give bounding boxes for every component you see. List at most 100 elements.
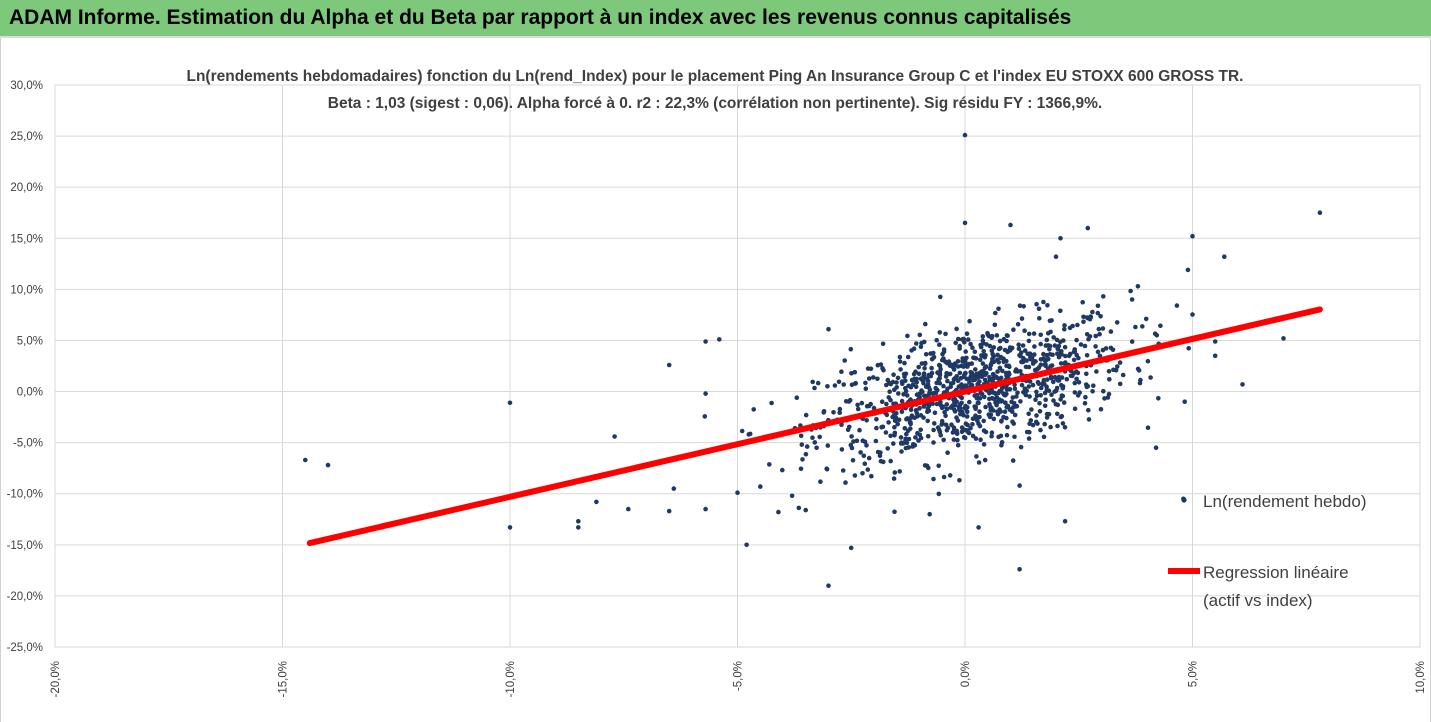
scatter-point <box>904 416 909 422</box>
scatter-point <box>1029 355 1035 361</box>
legend-scatter-label: Ln(rendement hebdo) <box>1203 492 1367 511</box>
scatter-point <box>911 371 917 377</box>
scatter-point <box>871 375 876 380</box>
scatter-point <box>929 370 935 376</box>
scatter-point <box>903 388 909 394</box>
scatter-point <box>1084 332 1090 337</box>
scatter-point <box>941 437 946 443</box>
scatter-point <box>886 420 891 425</box>
scatter-point <box>1000 368 1005 374</box>
data-points <box>303 132 1323 588</box>
scatter-point <box>1154 333 1160 338</box>
scatter-point <box>979 369 984 374</box>
scatter-point <box>891 412 897 418</box>
scatter-point <box>886 395 892 400</box>
scatter-point <box>991 416 997 422</box>
scatter-point <box>1042 357 1047 363</box>
scatter-point <box>976 525 981 530</box>
scatter-point <box>980 353 986 359</box>
scatter-point <box>1101 294 1106 299</box>
scatter-point <box>892 470 898 475</box>
scatter-point <box>594 499 599 505</box>
scatter-point <box>848 346 854 352</box>
scatter-point <box>849 371 854 376</box>
scatter-point <box>1085 225 1091 231</box>
scatter-point <box>967 318 972 324</box>
scatter-point <box>1041 299 1046 305</box>
scatter-point <box>964 331 970 337</box>
scatter-point <box>1048 424 1053 430</box>
scatter-point <box>931 350 936 356</box>
scatter-point <box>1001 391 1006 397</box>
scatter-point <box>922 463 928 468</box>
scatter-point <box>1051 379 1056 385</box>
scatter-point <box>949 422 954 428</box>
scatter-point <box>1076 355 1081 361</box>
scatter-point <box>969 361 975 366</box>
scatter-point <box>860 438 866 444</box>
scatter-point <box>977 409 982 414</box>
scatter-point <box>937 429 943 435</box>
scatter-point <box>1158 323 1163 329</box>
scatter-point <box>1044 377 1050 382</box>
scatter-point <box>891 441 896 446</box>
scatter-point <box>917 391 922 397</box>
scatter-point <box>971 355 976 361</box>
scatter-point <box>959 429 965 435</box>
scatter-point <box>1026 331 1032 337</box>
scatter-point <box>905 354 911 360</box>
scatter-point <box>1190 312 1195 317</box>
scatter-point <box>1031 331 1037 336</box>
scatter-point <box>1001 336 1007 342</box>
scatter-point <box>1055 423 1060 429</box>
scatter-point <box>825 384 830 389</box>
scatter-point <box>987 414 993 420</box>
scatter-point <box>953 340 958 346</box>
scatter-point <box>1024 358 1029 363</box>
scatter-point <box>954 415 959 420</box>
scatter-point <box>1140 324 1145 329</box>
scatter-point <box>1077 390 1082 395</box>
scatter-point <box>891 372 896 378</box>
scatter-point <box>1051 398 1056 403</box>
scatter-point <box>901 392 906 397</box>
scatter-point <box>916 364 921 370</box>
scatter-point <box>1135 284 1141 289</box>
scatter-point <box>1017 303 1023 309</box>
scatter-point <box>847 424 852 430</box>
scatter-point <box>976 396 982 401</box>
scatter-point <box>959 400 964 406</box>
scatter-point <box>1052 374 1058 380</box>
scatter-point <box>1030 422 1036 428</box>
scatter-point <box>1113 367 1119 373</box>
scatter-point <box>507 525 513 530</box>
scatter-point <box>1086 417 1092 422</box>
scatter-point <box>906 436 912 442</box>
scatter-point <box>1062 326 1067 332</box>
scatter-point <box>1095 303 1101 309</box>
y-tick-label: -10,0% <box>7 489 43 501</box>
scatter-point <box>852 473 858 478</box>
scatter-point <box>1070 323 1075 329</box>
scatter-point <box>1021 304 1026 309</box>
scatter-point <box>943 413 948 419</box>
scatter-point <box>923 321 928 327</box>
scatter-point <box>1098 407 1104 412</box>
scatter-point <box>836 379 842 385</box>
scatter-point <box>1212 353 1218 359</box>
scatter-point <box>815 380 821 386</box>
scatter-point <box>892 433 897 438</box>
scatter-point <box>1240 382 1245 387</box>
scatter-point <box>1182 399 1187 405</box>
scatter-point <box>968 425 973 431</box>
scatter-point <box>1008 222 1013 228</box>
scatter-point <box>995 357 1000 363</box>
scatter-point <box>983 404 988 410</box>
scatter-point <box>1078 342 1084 347</box>
scatter-point <box>997 407 1002 412</box>
y-tick-label: -15,0% <box>7 540 43 552</box>
scatter-point <box>1090 309 1095 315</box>
scatter-point <box>1021 390 1026 395</box>
scatter-point <box>964 428 970 433</box>
scatter-point <box>703 506 708 512</box>
